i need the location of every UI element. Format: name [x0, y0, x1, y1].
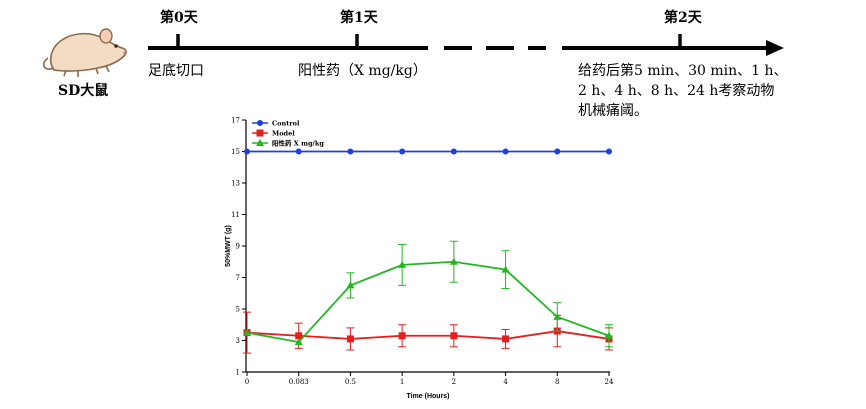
data-point — [449, 257, 458, 265]
rat-icon — [42, 28, 127, 77]
y-tick-label: 11 — [231, 211, 240, 219]
data-point — [346, 335, 354, 343]
legend-marker — [257, 120, 263, 126]
data-point — [398, 260, 407, 268]
x-axis-label: Time (Hours) — [406, 393, 449, 400]
data-point — [450, 332, 458, 340]
data-point — [347, 148, 354, 155]
step1-label: 阳性药（X mg/kg） — [298, 63, 427, 79]
x-tick-label: 0 — [245, 378, 249, 386]
animal-label: SD大鼠 — [58, 82, 108, 99]
data-point — [294, 338, 303, 346]
x-tick-label: 1 — [400, 378, 404, 386]
x-ticks: 0 0.083 0.5 1 2 4 8 24 — [245, 372, 614, 386]
legend-marker — [256, 139, 264, 146]
legend-label: Model — [272, 130, 295, 138]
data-point — [243, 328, 251, 336]
data-point — [244, 148, 250, 155]
data-point — [346, 281, 355, 289]
data-point — [399, 148, 406, 155]
y-tick-label: 9 — [236, 243, 240, 251]
y-tick-label: 17 — [231, 117, 240, 125]
data-point — [398, 332, 406, 340]
y-tick-label: 1 — [236, 369, 240, 377]
day2-label: 第2天 — [664, 9, 703, 26]
y-tick-label: 3 — [236, 337, 240, 345]
series-0 — [244, 148, 612, 155]
timeline-arrowhead — [766, 40, 784, 56]
data-point — [605, 331, 613, 339]
data-point — [554, 148, 561, 155]
x-tick-label: 2 — [452, 378, 456, 386]
data-point — [295, 148, 302, 155]
step0-label: 足底切口 — [148, 63, 204, 79]
data-point — [606, 148, 612, 155]
series-layer — [243, 148, 613, 354]
data-point — [295, 332, 303, 340]
series-line — [246, 260, 610, 344]
step2-line-2: 2 h、4 h、8 h、24 h考察动物 — [578, 82, 774, 99]
y-tick-label: 7 — [236, 274, 240, 282]
timeline: SD大鼠 第0天 第1天 第2天 足底切口 阳性药（X mg/kg） 给药后第5… — [42, 9, 788, 119]
y-tick-label: 15 — [231, 148, 240, 156]
day1-label: 第1天 — [340, 9, 379, 26]
series-2 — [243, 240, 613, 348]
legend-marker — [256, 129, 264, 137]
data-point — [502, 335, 510, 343]
x-tick-label: 4 — [503, 378, 508, 386]
step2-line-1: 给药后第5 min、30 min、1 h、 — [578, 62, 788, 79]
legend-label: Control — [272, 120, 300, 128]
series-line — [246, 330, 610, 340]
data-point — [501, 265, 510, 273]
data-point — [553, 312, 562, 320]
data-point — [502, 148, 509, 155]
x-tick-label: 24 — [605, 378, 614, 386]
data-point — [450, 148, 457, 155]
day0-label: 第0天 — [160, 9, 199, 26]
legend-label: 阳性药 X mg/kg — [272, 139, 324, 148]
y-axis-label: 50%MWT (g) — [225, 225, 232, 267]
x-tick-label: 8 — [555, 378, 559, 386]
x-tick-label: 0.083 — [289, 378, 309, 386]
y-tick-label: 5 — [236, 306, 240, 314]
step2-line-3: 机械痛阈。 — [578, 102, 648, 119]
y-tick-label: 13 — [231, 180, 240, 188]
x-tick-label: 0.5 — [345, 378, 356, 386]
